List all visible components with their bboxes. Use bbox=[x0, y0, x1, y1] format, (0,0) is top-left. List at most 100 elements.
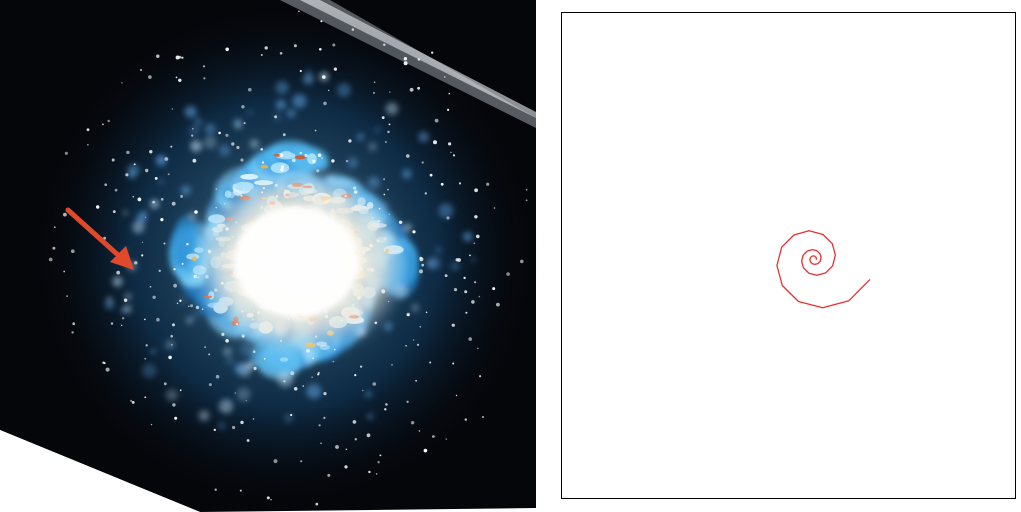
star bbox=[360, 365, 363, 368]
star bbox=[348, 139, 352, 143]
arrow-head bbox=[110, 246, 134, 270]
disk-haze bbox=[158, 179, 164, 185]
disk-haze bbox=[180, 185, 191, 196]
spiral-curve bbox=[776, 230, 871, 309]
star bbox=[445, 438, 447, 440]
disk-haze bbox=[150, 349, 156, 354]
star bbox=[372, 382, 377, 386]
star bbox=[261, 161, 265, 164]
star bbox=[241, 105, 245, 109]
star bbox=[213, 428, 216, 432]
disk-haze bbox=[418, 131, 430, 143]
star bbox=[473, 242, 476, 245]
star bbox=[468, 337, 473, 341]
star bbox=[110, 322, 114, 325]
star bbox=[332, 43, 336, 47]
star bbox=[175, 76, 178, 79]
star bbox=[105, 367, 110, 372]
star bbox=[323, 101, 327, 106]
star bbox=[154, 177, 158, 180]
arm-highlight bbox=[280, 150, 292, 158]
disk-haze bbox=[438, 203, 454, 219]
star bbox=[225, 47, 229, 52]
star bbox=[381, 116, 385, 119]
disk-haze bbox=[286, 109, 296, 118]
star bbox=[283, 380, 286, 383]
star bbox=[455, 394, 458, 397]
star bbox=[208, 353, 211, 356]
star bbox=[366, 433, 371, 438]
star bbox=[419, 269, 423, 274]
star bbox=[274, 115, 277, 119]
disk-haze bbox=[198, 410, 210, 422]
star bbox=[423, 448, 428, 453]
star bbox=[433, 140, 437, 145]
star bbox=[112, 210, 116, 214]
star bbox=[160, 218, 164, 222]
star bbox=[152, 295, 156, 299]
star bbox=[293, 387, 298, 391]
star bbox=[279, 153, 284, 158]
star bbox=[409, 87, 414, 92]
star bbox=[417, 58, 421, 61]
star bbox=[444, 76, 446, 78]
star bbox=[319, 48, 322, 51]
star bbox=[280, 165, 285, 169]
disk-haze bbox=[368, 176, 380, 189]
star bbox=[322, 75, 326, 79]
star bbox=[413, 339, 415, 341]
star bbox=[107, 119, 110, 123]
star bbox=[116, 270, 121, 275]
star bbox=[175, 55, 180, 60]
star bbox=[252, 418, 255, 420]
star bbox=[204, 346, 206, 348]
star bbox=[134, 261, 138, 265]
star bbox=[156, 54, 160, 58]
star bbox=[263, 357, 266, 360]
disk-haze bbox=[203, 135, 217, 149]
star bbox=[160, 197, 164, 201]
star bbox=[133, 163, 136, 166]
star bbox=[387, 130, 390, 134]
page-corner bbox=[0, 430, 200, 512]
star bbox=[315, 502, 319, 506]
star bbox=[71, 249, 75, 253]
disk-haze bbox=[347, 157, 358, 169]
star bbox=[332, 360, 335, 363]
star bbox=[282, 133, 286, 137]
star bbox=[453, 288, 458, 292]
star bbox=[86, 128, 90, 132]
star bbox=[410, 421, 415, 425]
star bbox=[144, 318, 146, 321]
disk-haze bbox=[404, 223, 412, 231]
star bbox=[304, 153, 308, 158]
disk-haze bbox=[410, 303, 420, 313]
star bbox=[314, 129, 317, 132]
star bbox=[179, 299, 182, 302]
star bbox=[164, 157, 169, 161]
star bbox=[291, 158, 296, 163]
star bbox=[123, 298, 128, 302]
star bbox=[421, 263, 425, 267]
star bbox=[478, 295, 481, 298]
star bbox=[174, 416, 178, 420]
disk-haze bbox=[245, 361, 255, 370]
star bbox=[471, 300, 475, 304]
galaxy-drawing bbox=[0, 0, 540, 512]
star bbox=[463, 276, 466, 280]
star bbox=[333, 67, 337, 71]
star bbox=[203, 77, 206, 80]
star bbox=[431, 51, 434, 54]
star bbox=[406, 312, 411, 317]
star bbox=[66, 295, 68, 297]
disk-haze bbox=[132, 221, 145, 234]
star bbox=[178, 78, 182, 83]
star bbox=[236, 145, 240, 150]
star bbox=[245, 400, 247, 402]
star bbox=[383, 43, 386, 46]
star bbox=[243, 122, 246, 125]
star bbox=[148, 75, 152, 79]
star bbox=[248, 87, 252, 92]
star bbox=[327, 473, 331, 477]
star bbox=[345, 159, 349, 163]
